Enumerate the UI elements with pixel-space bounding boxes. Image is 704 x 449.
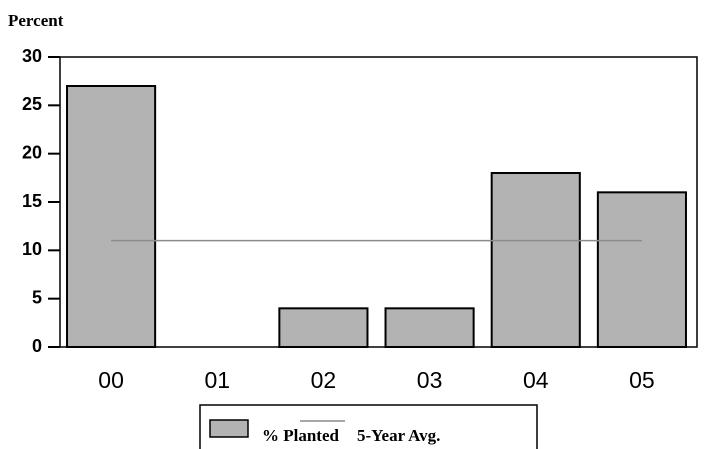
x-tick-label: 02: [311, 367, 337, 393]
x-tick-label: 00: [98, 367, 124, 393]
chart: Percent 051015202530000102030405% Plante…: [0, 0, 704, 449]
y-tick-label: 5: [32, 287, 42, 307]
y-tick-label: 30: [22, 46, 42, 66]
y-axis-label: Percent: [8, 11, 64, 30]
bar: [386, 308, 474, 347]
x-tick-label: 01: [204, 367, 230, 393]
legend-label: 5-Year Avg.: [357, 426, 440, 445]
bar: [598, 192, 686, 347]
legend-label: % Planted: [262, 426, 340, 445]
x-tick-label: 04: [523, 367, 549, 393]
y-tick-label: 25: [22, 94, 42, 114]
bar: [279, 308, 367, 347]
y-tick-label: 0: [32, 336, 42, 356]
y-tick-label: 20: [22, 142, 42, 162]
x-tick-label: 05: [629, 367, 655, 393]
y-tick-label: 15: [22, 191, 42, 211]
bar: [492, 173, 580, 347]
y-tick-label: 10: [22, 239, 42, 259]
legend-swatch: [210, 420, 248, 437]
x-tick-label: 03: [417, 367, 443, 393]
bar: [67, 86, 155, 347]
